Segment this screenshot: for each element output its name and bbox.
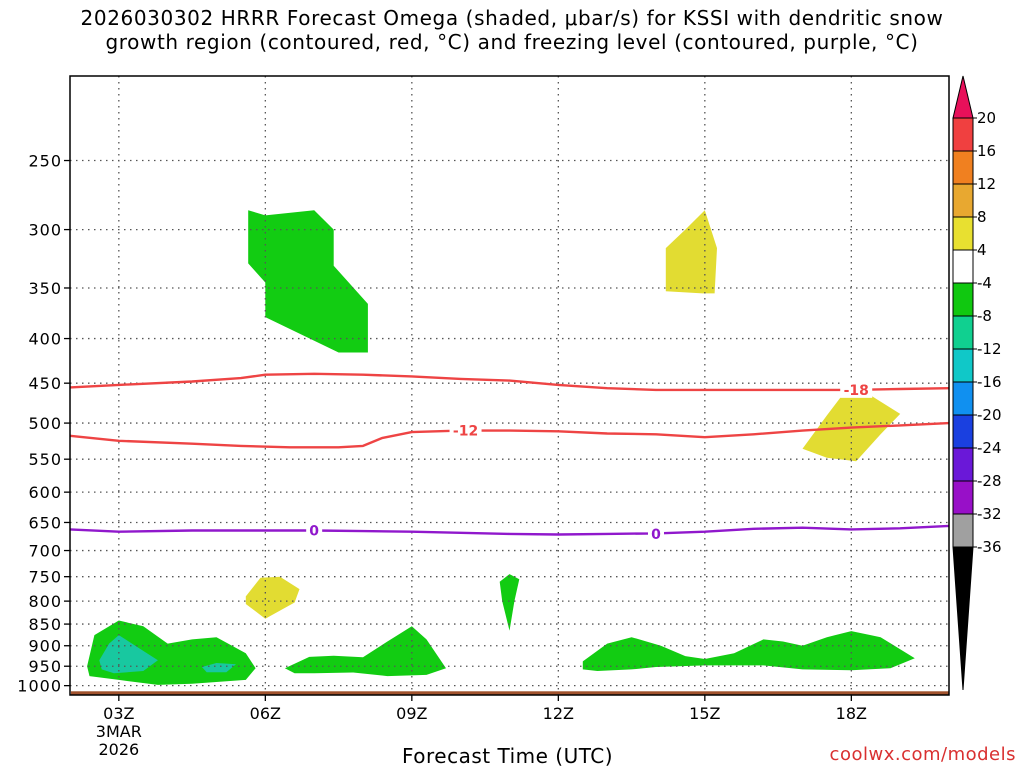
y-tick-label-400: 400 [28, 330, 62, 349]
colorbar-label-13: -36 [977, 538, 1002, 556]
contour-label-bg-0 [840, 380, 873, 398]
colorbar-label-10: -24 [977, 439, 1002, 457]
y-tick-label-600: 600 [28, 483, 62, 502]
y-tick-label-300: 300 [28, 221, 62, 240]
colorbar-label-9: -20 [977, 406, 1002, 424]
y-tick-label-650: 650 [28, 513, 62, 532]
colorbar-label-1: 16 [977, 142, 996, 160]
colorbar-bin-1 [952, 117, 974, 152]
contour-label-bg-3 [306, 521, 323, 539]
colorbar-bin-10 [952, 414, 974, 449]
colorbar-bin-4 [952, 216, 974, 251]
y-tick-label-450: 450 [28, 374, 62, 393]
colorbar-label-7: -12 [977, 340, 1002, 358]
y-tick-label-950: 950 [28, 657, 62, 676]
y-tick-label-900: 900 [28, 637, 62, 656]
x-tick-label-06Z: 06Z [250, 704, 281, 723]
y-tick-label-700: 700 [28, 542, 62, 561]
y-tick-label-350: 350 [28, 279, 62, 298]
contour-label-bg-2 [648, 524, 664, 542]
x-tick-label-12Z: 12Z [543, 704, 574, 723]
x-tick-label-03Z: 03Z [103, 704, 134, 723]
x-axis-title: Forecast Time (UTC) [402, 744, 614, 768]
y-tick-label-550: 550 [28, 450, 62, 469]
dendritic-line-0 [69, 372, 950, 392]
colorbar-bin-5 [952, 249, 974, 284]
omega-region-4 [499, 574, 520, 631]
y-tick-label-800: 800 [28, 592, 62, 611]
y-tick-label-500: 500 [28, 414, 62, 433]
x-date-day: 3MAR [96, 722, 142, 741]
colorbar-bin-13 [952, 513, 974, 548]
colorbar-bin-2 [952, 150, 974, 185]
colorbar-bottom-arrow [952, 546, 974, 691]
colorbar-bin-7 [952, 315, 974, 350]
plot-frame [69, 75, 950, 696]
contour-label-bg-1 [449, 421, 482, 439]
colorbar-bin-12 [952, 480, 974, 515]
colorbar-label-0: 20 [977, 109, 996, 127]
omega-region-1 [665, 210, 717, 294]
omega-region-3 [245, 576, 300, 619]
contour-label-3: 0 [309, 524, 319, 540]
source-credit: coolwx.com/models [829, 744, 1016, 765]
x-date-year: 2026 [98, 740, 139, 759]
omega-region-2 [802, 383, 901, 462]
x-tick-label-18Z: 18Z [836, 704, 867, 723]
freezing-level-line [69, 524, 950, 536]
y-tick-label-750: 750 [28, 568, 62, 587]
colorbar-label-5: -4 [977, 274, 992, 292]
omega-region-6 [99, 635, 158, 674]
omega-region-7 [201, 663, 236, 673]
colorbar-label-11: -28 [977, 472, 1002, 490]
colorbar-label-6: -8 [977, 307, 992, 325]
dendritic-line-1 [69, 421, 950, 449]
colorbar-bin-6 [952, 282, 974, 317]
omega-region-9 [582, 631, 915, 671]
colorbar-label-3: 8 [977, 208, 987, 226]
colorbar-bin-3 [952, 183, 974, 218]
contour-label-0: -18 [844, 383, 869, 399]
chart-title: 2026030302 HRRR Forecast Omega (shaded, … [0, 6, 1024, 54]
x-tick-label-15Z: 15Z [689, 704, 720, 723]
colorbar-label-2: 12 [977, 175, 996, 193]
colorbar-bin-8 [952, 348, 974, 383]
omega-region-0 [248, 210, 368, 353]
title-line-2: growth region (contoured, red, °C) and f… [105, 30, 919, 54]
colorbar-label-4: 4 [977, 241, 987, 259]
colorbar-top-arrow [952, 75, 974, 119]
ground-band [71, 691, 949, 695]
contour-label-2: 0 [651, 527, 661, 543]
contour-label-1: -12 [453, 424, 478, 440]
x-tick-label-09Z: 09Z [396, 704, 427, 723]
colorbar-bin-11 [952, 447, 974, 482]
y-tick-label-250: 250 [28, 152, 62, 171]
omega-region-8 [284, 626, 446, 677]
colorbar-label-12: -32 [977, 505, 1002, 523]
y-tick-label-850: 850 [28, 615, 62, 634]
colorbar-label-8: -16 [977, 373, 1002, 391]
y-tick-label-1000: 1000 [17, 677, 62, 696]
colorbar-bin-9 [952, 381, 974, 416]
title-line-1: 2026030302 HRRR Forecast Omega (shaded, … [80, 6, 944, 30]
